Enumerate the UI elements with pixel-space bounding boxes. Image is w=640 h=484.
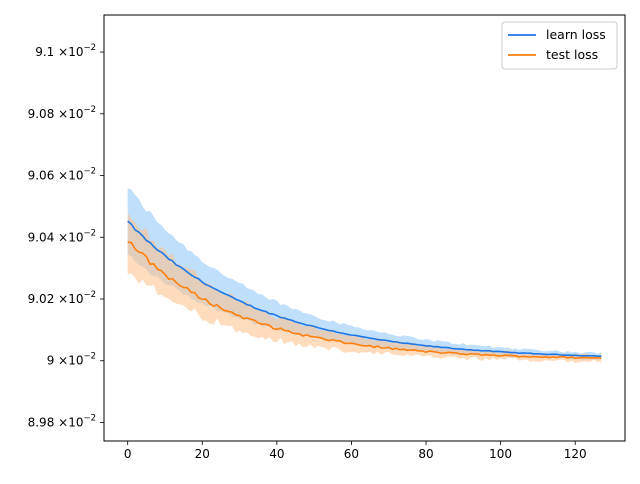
legend: learn loss test loss [501, 21, 618, 70]
x-tick-label: 100 [489, 447, 512, 461]
axes-frame [103, 14, 626, 442]
confidence-bands [127, 188, 602, 363]
y-tick-label: 9.06 ×10−2 [28, 167, 96, 183]
legend-box [501, 21, 618, 70]
x-tick-label: 0 [124, 447, 132, 461]
x-tick-label: 20 [195, 447, 210, 461]
x-tick-label: 120 [564, 447, 587, 461]
y-tick-label: 8.98 ×10−2 [28, 413, 96, 429]
legend-label: learn loss [546, 27, 606, 42]
series-lines [127, 220, 602, 360]
line-test-loss [127, 241, 602, 360]
band-test-loss [127, 212, 602, 363]
y-tick-label: 9.02 ×10−2 [28, 290, 96, 306]
x-axis: 0 20 40 60 80 100 120 [124, 441, 587, 461]
legend-label: test loss [546, 47, 598, 62]
y-axis: 8.98 ×10−2 9 ×10−2 9.02 ×10−2 9.04 ×10−2 9.0… [28, 43, 104, 429]
y-tick-label: 9.04 ×10−2 [28, 228, 96, 244]
x-tick-label: 80 [418, 447, 433, 461]
y-tick-label: 9.1 ×10−2 [35, 43, 96, 59]
line-learn-loss [127, 220, 602, 358]
x-tick-label: 40 [269, 447, 284, 461]
x-tick-label: 60 [344, 447, 359, 461]
y-tick-label: 9 ×10−2 [47, 352, 96, 368]
plot-area [127, 188, 602, 363]
y-tick-label: 9.08 ×10−2 [28, 105, 96, 121]
